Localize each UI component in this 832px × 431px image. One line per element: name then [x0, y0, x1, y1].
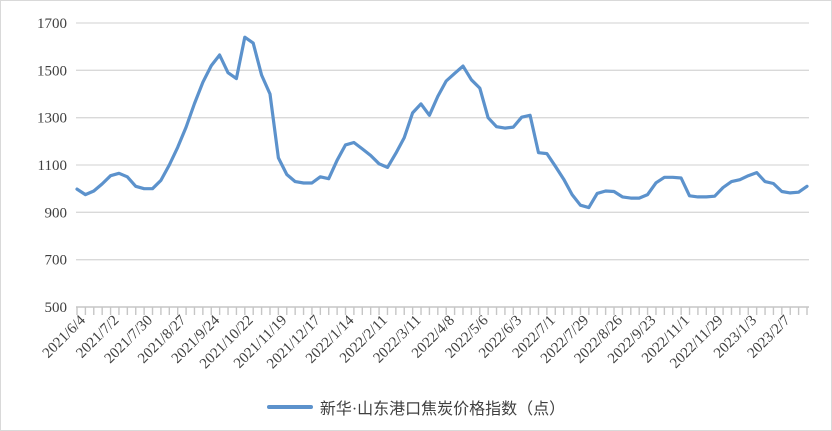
x-axis-ticks	[76, 306, 809, 315]
x-axis-labels: 2021/6/42021/7/22021/7/302021/8/272021/9…	[40, 312, 794, 372]
y-tick-label: 900	[45, 205, 68, 221]
y-tick-label: 1100	[38, 158, 67, 174]
y-tick-label: 1700	[37, 16, 67, 32]
y-tick-label: 500	[45, 300, 68, 316]
series-line	[75, 35, 809, 210]
y-tick-label: 1300	[37, 111, 67, 127]
legend-line-icon	[266, 405, 313, 409]
y-tick-label: 1500	[37, 63, 67, 79]
y-axis-labels: 500 700 900 1100 1300 1500 1700	[37, 16, 67, 316]
legend-label: 新华·山东港口焦炭价格指数（点）	[319, 401, 566, 418]
gridlines	[76, 22, 809, 308]
line-chart: 500 700 900 1100 1300 1500 1700 2021/6/42021/7/…	[37, 16, 809, 372]
y-tick-label: 700	[45, 253, 68, 269]
legend: 新华·山东港口焦炭价格指数（点）	[1, 395, 831, 419]
